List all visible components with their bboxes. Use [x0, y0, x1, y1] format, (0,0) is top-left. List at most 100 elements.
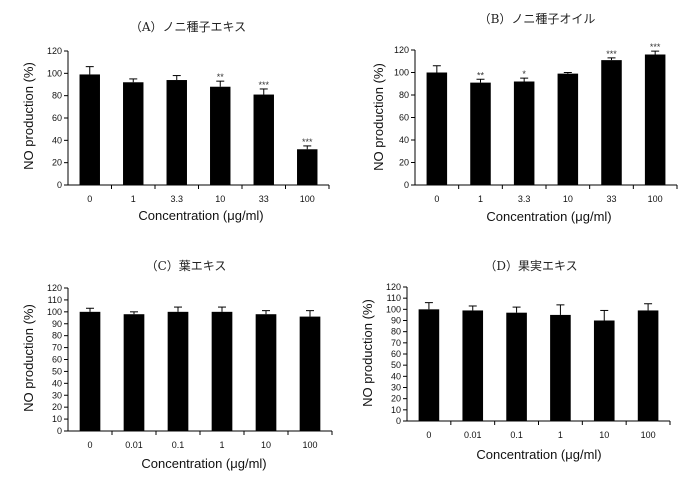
panel-c: （C）葉エキス NO production (%) Concentration …: [21, 259, 333, 471]
y-tick-label: 100: [47, 68, 62, 78]
y-axis-label: NO production (%): [371, 63, 386, 171]
y-tick-label: 0: [57, 426, 62, 436]
panel-title: （A）ノニ種子エキス: [130, 20, 246, 34]
y-tick-label: 80: [399, 90, 409, 100]
bar: [167, 311, 189, 431]
x-tick-label: 1: [558, 430, 563, 440]
x-tick-label: 3.3: [170, 194, 183, 204]
bar: [255, 314, 277, 431]
y-tick-label: 100: [394, 68, 409, 78]
y-tick-label: 90: [391, 316, 401, 326]
y-tick-label: 50: [52, 366, 62, 376]
bar: [123, 314, 145, 431]
bar: [513, 81, 535, 185]
bar: [644, 54, 666, 185]
x-tick-label: 0: [87, 194, 92, 204]
x-axis-label: Concentration (μg/ml): [486, 209, 611, 224]
bar: [506, 312, 527, 421]
y-tick-label: 120: [386, 282, 401, 292]
bar: [210, 86, 231, 185]
y-tick-label: 20: [391, 394, 401, 404]
panel-title: （C）葉エキス: [146, 259, 227, 273]
x-tick-label: 1: [131, 194, 136, 204]
panel-title: （D）果実エキス: [484, 258, 577, 273]
bar: [123, 82, 144, 185]
significance-marker: ***: [302, 137, 313, 147]
y-tick-label: 20: [52, 158, 62, 168]
y-tick-label: 40: [391, 371, 401, 381]
bar: [253, 94, 274, 185]
x-tick-label: 100: [641, 430, 656, 440]
bar: [593, 320, 615, 421]
panel-title: （B）ノニ種子オイル: [479, 12, 596, 26]
y-tick-label: 60: [399, 113, 409, 123]
panel-b: （B）ノニ種子オイル NO production (%) Concentrati…: [371, 12, 678, 224]
y-tick-label: 80: [52, 331, 62, 341]
bar: [601, 60, 622, 185]
y-tick-label: 0: [396, 416, 401, 426]
y-tick-label: 60: [52, 113, 62, 123]
bar: [637, 310, 659, 421]
bar: [557, 73, 579, 185]
y-tick-label: 0: [404, 180, 409, 190]
x-tick-label: 10: [215, 194, 225, 204]
x-axis-label: Concentration (μg/ml): [476, 447, 601, 462]
y-tick-label: 80: [391, 327, 401, 337]
x-tick-label: 33: [606, 194, 616, 204]
bar: [79, 311, 101, 431]
x-tick-label: 0.01: [464, 430, 482, 440]
significance-marker: ***: [606, 49, 617, 59]
y-tick-label: 40: [52, 135, 62, 145]
significance-marker: ***: [258, 80, 269, 90]
y-tick-label: 0: [57, 180, 62, 190]
y-tick-label: 110: [48, 295, 62, 305]
y-tick-label: 120: [47, 46, 62, 56]
x-tick-label: 3.3: [518, 194, 531, 204]
bar: [211, 311, 233, 431]
x-axis-label: Concentration (μg/ml): [141, 456, 266, 471]
y-tick-label: 20: [399, 158, 409, 168]
y-tick-label: 80: [52, 91, 62, 101]
y-tick-label: 30: [391, 383, 401, 393]
y-tick-label: 70: [391, 338, 401, 348]
y-tick-label: 20: [52, 402, 62, 412]
y-tick-label: 90: [52, 319, 62, 329]
x-axis-label: Concentration (μg/ml): [138, 208, 263, 223]
bar: [462, 310, 484, 421]
bar: [297, 149, 318, 185]
x-tick-label: 100: [300, 194, 315, 204]
bar: [550, 314, 571, 421]
x-tick-label: 0: [87, 440, 92, 450]
x-tick-label: 100: [648, 194, 663, 204]
bar: [418, 309, 440, 421]
y-tick-label: 100: [47, 307, 62, 317]
bar: [426, 72, 448, 185]
bar: [79, 74, 100, 185]
y-tick-label: 10: [391, 405, 401, 415]
x-tick-label: 0: [434, 194, 439, 204]
y-tick-label: 100: [386, 304, 401, 314]
y-tick-label: 60: [391, 349, 401, 359]
x-tick-label: 0.1: [510, 430, 523, 440]
y-tick-label: 60: [52, 355, 62, 365]
x-tick-label: 10: [261, 440, 271, 450]
y-axis-label: NO production (%): [21, 62, 36, 170]
bar: [166, 80, 187, 185]
x-tick-label: 100: [302, 440, 317, 450]
x-tick-label: 33: [259, 194, 269, 204]
y-tick-label: 120: [394, 45, 409, 55]
x-tick-label: 0.01: [125, 440, 143, 450]
significance-marker: ***: [650, 42, 661, 52]
y-axis-label: NO production (%): [360, 299, 375, 407]
significance-marker: **: [477, 70, 485, 80]
y-tick-label: 30: [52, 390, 62, 400]
y-axis-label: NO production (%): [21, 304, 36, 412]
significance-marker: *: [522, 69, 526, 79]
x-tick-label: 1: [478, 194, 483, 204]
y-tick-label: 40: [52, 378, 62, 388]
x-tick-label: 10: [563, 194, 573, 204]
bar: [299, 316, 321, 431]
panel-d: （D）果実エキス NO production (%) Concentration…: [360, 258, 671, 462]
y-tick-label: 40: [399, 135, 409, 145]
